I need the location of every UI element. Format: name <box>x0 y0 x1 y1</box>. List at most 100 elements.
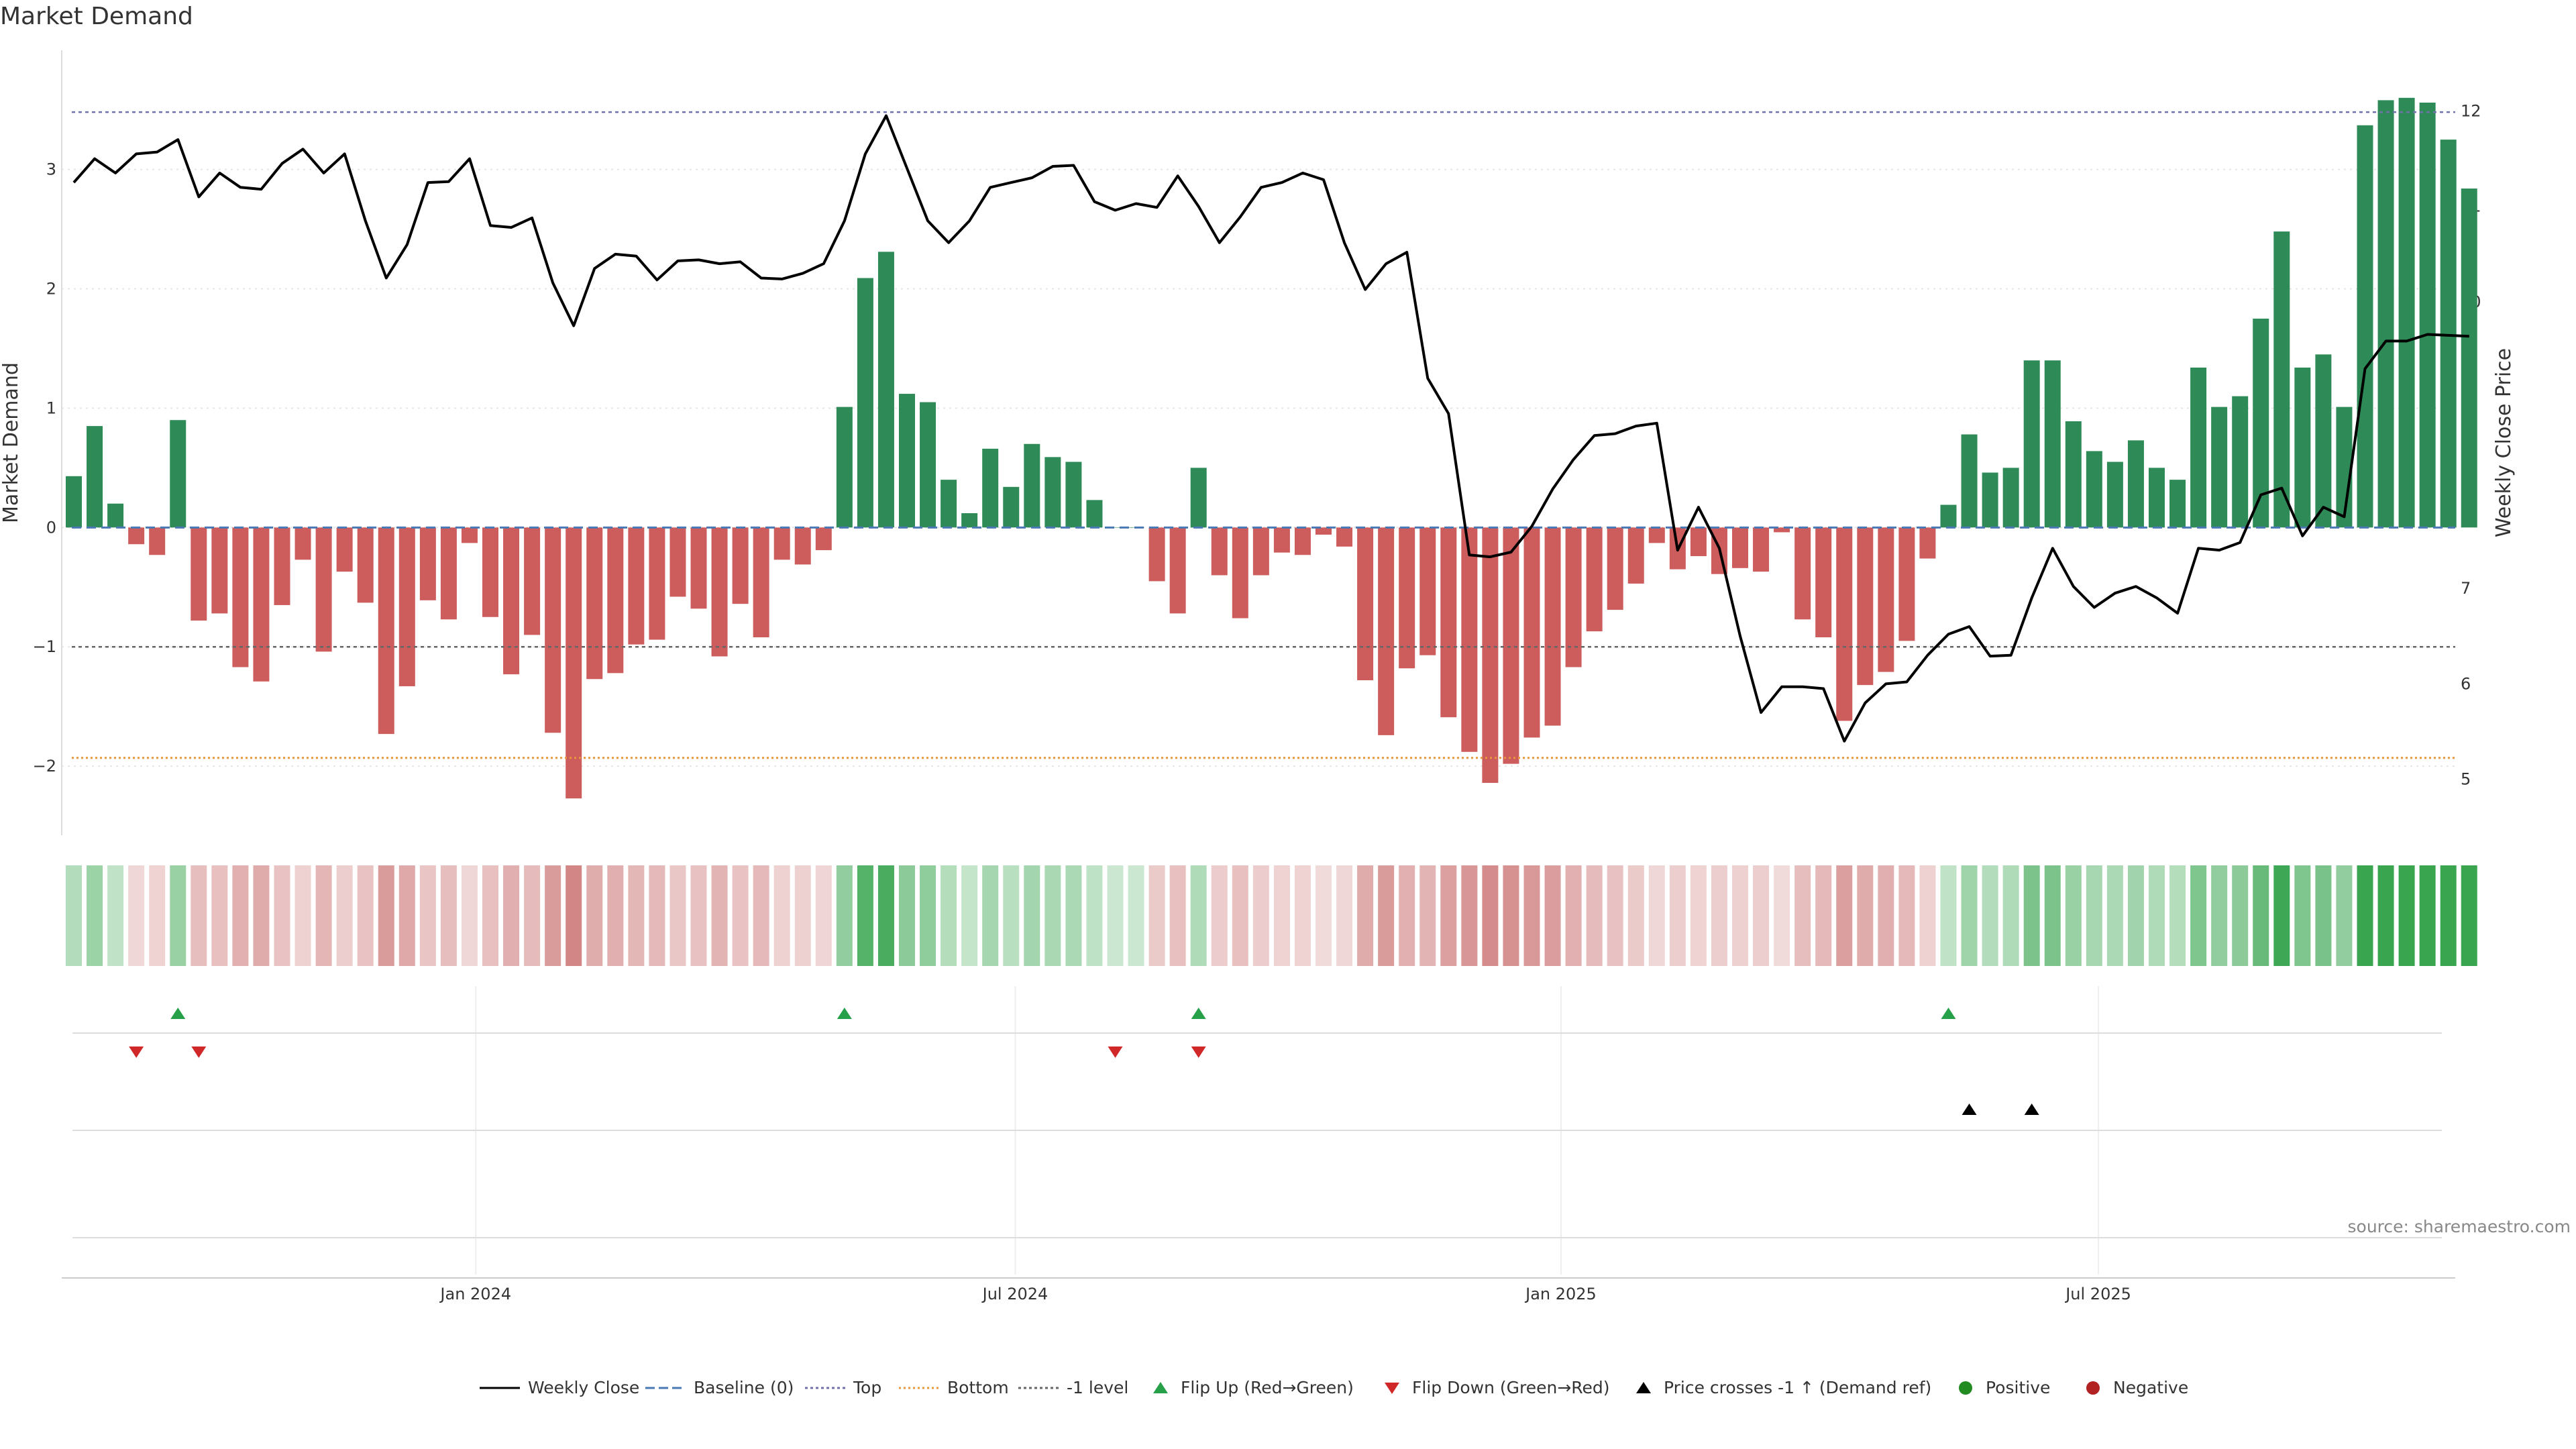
heat-cell <box>1148 865 1165 966</box>
demand-bar <box>836 407 853 528</box>
demand-bar <box>2232 396 2249 528</box>
heat-cell <box>66 865 82 966</box>
demand-bar <box>982 448 999 528</box>
demand-bar <box>1586 527 1603 632</box>
heat-cell <box>1586 865 1603 966</box>
heat-cell <box>1503 865 1519 966</box>
heat-cell <box>1336 865 1353 966</box>
heat-cell <box>1898 865 1915 966</box>
legend-label: Negative <box>2113 1378 2188 1397</box>
heat-cell <box>1294 865 1311 966</box>
demand-bar <box>1316 527 1332 535</box>
demand-bar <box>1857 527 1874 686</box>
price-cross-marker <box>1962 1104 1977 1115</box>
heat-cell <box>899 865 915 966</box>
demand-bar <box>1523 527 1540 738</box>
demand-bar <box>2106 462 2123 528</box>
demand-bar <box>1565 527 1582 667</box>
heat-cell <box>1169 865 1186 966</box>
demand-bar <box>1294 527 1311 555</box>
heat-cell <box>232 865 249 966</box>
reference-lines <box>72 111 2455 759</box>
demand-bar <box>815 527 832 551</box>
demand-bar <box>1107 527 1124 528</box>
weekly-close-line <box>72 114 2469 743</box>
x-tick-label: Jul 2024 <box>981 1285 1049 1303</box>
heat-cell <box>711 865 728 966</box>
heat-cell <box>1878 865 1894 966</box>
demand-bar <box>2377 100 2394 528</box>
demand-bars <box>66 97 2477 799</box>
heat-cell <box>1815 865 1832 966</box>
heat-cell <box>1086 865 1103 966</box>
heat-cell <box>1669 865 1686 966</box>
heat-cell <box>2169 865 2186 966</box>
source-note: source: sharemaestro.com <box>2347 1217 2571 1236</box>
heat-cell <box>1711 865 1727 966</box>
heat-cell <box>398 865 415 966</box>
demand-bar <box>2211 407 2228 528</box>
heat-cell <box>753 865 769 966</box>
demand-bar <box>1482 527 1499 784</box>
heat-cell <box>2398 865 2415 966</box>
heat-cell <box>1690 865 1707 966</box>
demand-bar <box>1440 527 1457 718</box>
heat-cell <box>2086 865 2102 966</box>
demand-bar <box>149 527 166 555</box>
right-tick-label: 7 <box>2461 579 2471 598</box>
demand-bar <box>170 420 186 528</box>
heat-cell <box>2440 865 2457 966</box>
heat-cell <box>877 865 894 966</box>
demand-bar <box>1336 527 1353 547</box>
event-markers <box>72 1008 2442 1238</box>
heat-cell <box>857 865 873 966</box>
flip-up-marker <box>170 1008 186 1019</box>
demand-bar <box>1690 527 1707 557</box>
right-axis-label: Weekly Close Price <box>2492 348 2516 537</box>
heat-cell <box>2044 865 2061 966</box>
heat-cell <box>2002 865 2019 966</box>
demand-bar <box>649 527 665 640</box>
heat-cell <box>1982 865 1998 966</box>
right-tick-label: 12 <box>2461 101 2481 120</box>
heat-cell <box>1732 865 1748 966</box>
demand-bar <box>690 527 707 609</box>
demand-bar <box>1774 527 1790 533</box>
heat-cell <box>482 865 498 966</box>
heat-cell <box>566 865 582 966</box>
heat-cell <box>773 865 790 966</box>
demand-bar <box>87 426 103 528</box>
heat-cell <box>149 865 166 966</box>
demand-bar <box>2169 480 2186 528</box>
heat-cell <box>545 865 561 966</box>
demand-bar <box>461 527 478 543</box>
legend-label: Bottom <box>947 1378 1009 1397</box>
demand-bar <box>1544 527 1561 726</box>
heat-cell <box>1565 865 1582 966</box>
heat-cell <box>1440 865 1457 966</box>
heat-cell <box>2273 865 2290 966</box>
legend-swatch <box>1153 1382 1168 1393</box>
legend-swatch <box>1385 1383 1399 1394</box>
left-tick-label: −1 <box>33 637 56 656</box>
demand-bar <box>2002 468 2019 528</box>
heat-cell <box>961 865 978 966</box>
x-tick-label: Jan 2025 <box>1524 1285 1597 1303</box>
heat-cell <box>1378 865 1395 966</box>
demand-bar <box>1148 527 1165 582</box>
demand-bar <box>315 527 332 652</box>
heat-cell <box>1836 865 1853 966</box>
legend-swatch <box>1959 1381 1972 1395</box>
demand-bar <box>794 527 811 565</box>
heat-cell <box>2106 865 2123 966</box>
heat-cell <box>941 865 957 966</box>
heat-cell <box>128 865 145 966</box>
demand-bar <box>294 527 311 560</box>
heat-cell <box>2336 865 2353 966</box>
flip-down-marker <box>1108 1046 1123 1058</box>
heat-cell <box>1252 865 1269 966</box>
demand-bar <box>628 527 645 645</box>
flip-up-marker <box>1191 1008 1206 1019</box>
demand-bar <box>1461 527 1478 752</box>
